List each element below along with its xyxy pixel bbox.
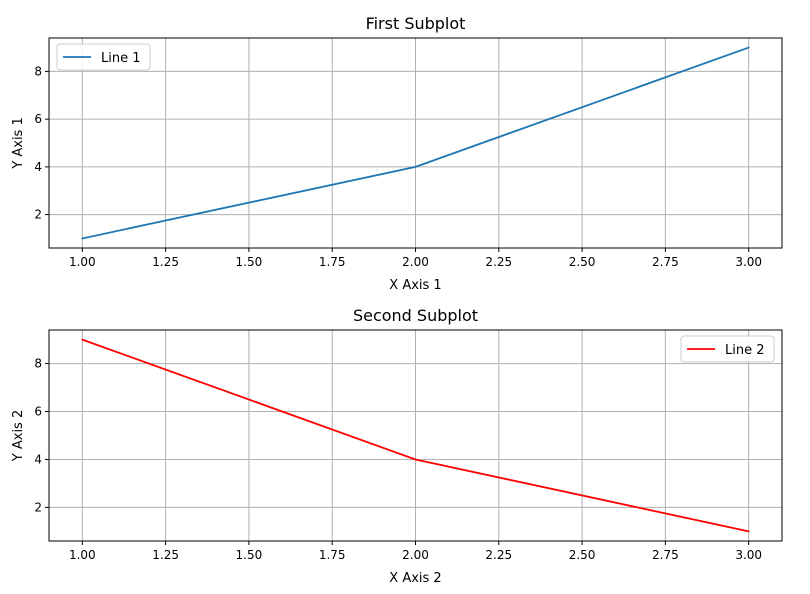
y-tick-label: 2 xyxy=(34,500,42,514)
chart-title: First Subplot xyxy=(366,14,466,33)
legend-label: Line 2 xyxy=(725,343,765,358)
legend-box xyxy=(680,335,775,363)
y-tick-label: 8 xyxy=(34,64,42,78)
legend-label: Line 1 xyxy=(101,51,141,66)
x-tick-label: 1.50 xyxy=(236,548,263,562)
second-subplot: 1.00 1.25 1.50 1.75 2.00 2.25 2.50 2.75 3.00 2 4 6 8… xyxy=(11,306,783,586)
x-axis-label: X Axis 1 xyxy=(389,278,441,293)
y-tick-label: 4 xyxy=(34,452,42,466)
x-tick-label: 1.00 xyxy=(69,548,96,562)
x-tick-label: 1.75 xyxy=(319,548,346,562)
y-tick-label: 2 xyxy=(34,208,42,222)
x-tick-label: 1.50 xyxy=(236,255,263,269)
x-axis-label: X Axis 2 xyxy=(389,571,441,586)
series-line-1 xyxy=(81,46,750,240)
x-tick-label: 1.00 xyxy=(69,255,96,269)
series-line-1 xyxy=(81,338,750,533)
first-subplot: 1.00 1.25 1.50 1.75 2.00 2.25 2.50 2.75 3.00 2 4 6 8… xyxy=(11,14,783,293)
legend: Line 1 xyxy=(56,43,151,71)
x-tick-label: 2.25 xyxy=(485,255,512,269)
x-tick-label: 1.25 xyxy=(152,255,179,269)
y-tick-label: 6 xyxy=(34,405,42,419)
x-tick-label: 2.75 xyxy=(652,548,679,562)
x-tick-label: 2.50 xyxy=(569,548,596,562)
legend: Line 2 xyxy=(680,335,775,363)
x-tick-label: 2.75 xyxy=(652,255,679,269)
y-tick-label: 4 xyxy=(34,160,42,174)
x-tick-label: 2.00 xyxy=(402,255,429,269)
y-axis-label: Y Axis 2 xyxy=(11,410,26,462)
chart-title: Second Subplot xyxy=(353,306,478,325)
x-tick-label: 2.00 xyxy=(402,548,429,562)
x-tick-label: 1.75 xyxy=(319,255,346,269)
y-tick-label: 8 xyxy=(34,357,42,371)
x-tick-label: 3.00 xyxy=(735,548,762,562)
y-axis-label: Y Axis 1 xyxy=(11,117,26,169)
legend-box xyxy=(56,43,151,71)
x-tick-label: 3.00 xyxy=(735,255,762,269)
x-tick-label: 2.25 xyxy=(485,548,512,562)
y-tick-label: 6 xyxy=(34,112,42,126)
x-tick-label: 1.25 xyxy=(152,548,179,562)
x-tick-label: 2.50 xyxy=(569,255,596,269)
